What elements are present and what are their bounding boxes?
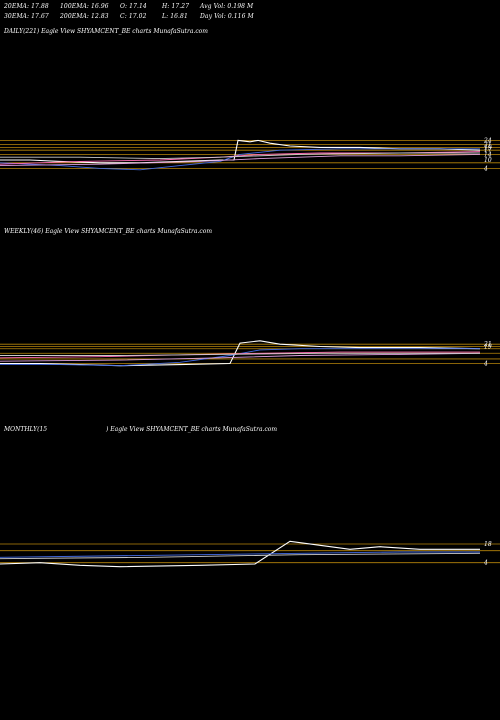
stat-ema200: 200EMA: 12.83 [60,13,109,20]
stat-avgvol: Avg Vol: 0.198 M [200,3,254,10]
weekly-tick-label-2: 4 [483,360,488,367]
weekly-panel-title: WEEKLY(46) Eagle View SHYAMCENT_BE chart… [4,228,213,235]
daily-panel-title: DAILY(221) Eagle View SHYAMCENT_BE chart… [4,28,208,35]
daily-tick-label-2: 19 [484,144,492,151]
weekly-tick-label-1: 19 [484,343,492,350]
daily-series-3 [0,153,481,167]
stat-low: L: 16.81 [162,13,188,20]
stat-ema20: 20EMA: 17.88 [4,3,49,10]
monthly-tick-label-1: 4 [483,560,488,567]
daily-tick-label-5: 10 [484,157,492,164]
daily-tick-label-1: 21 [483,142,492,149]
daily-tick-label-0: 24 [483,137,492,144]
stat-close: C: 17.02 [120,13,147,20]
stat-open: O: 17.14 [120,3,147,10]
daily-tick-label-3: 17 [484,147,492,154]
stat-dayvol: Day Vol: 0.116 M [200,13,254,20]
weekly-series-4 [0,352,480,356]
weekly-tick-label-0: 21 [483,341,492,348]
monthly-series-2 [0,552,481,560]
monthly-tick-label-0: 18 [484,541,492,548]
stat-high: H: 17.27 [162,3,190,10]
weekly-series-2 [0,351,480,359]
monthly-series-0 [0,540,480,568]
weekly-series-3 [0,352,481,362]
daily-tick-label-4: 14 [484,151,492,158]
monthly-series-1 [0,551,480,558]
monthly-panel-title-a: MONTHLY(15 [4,426,48,433]
daily-series-1 [0,148,480,171]
daily-tick-label-6: 4 [483,165,488,172]
monthly-panel-title-b: ) Eagle View SHYAMCENT_BE charts MunafaS… [106,426,278,433]
daily-series-4 [0,152,480,160]
stat-ema100: 100EMA: 16.96 [60,3,109,10]
weekly-series-1 [0,348,480,367]
monthly-chart: 18 4 [0,540,500,568]
daily-series-0 [0,139,481,164]
stat-ema30: 30EMA: 17.67 [4,13,49,20]
